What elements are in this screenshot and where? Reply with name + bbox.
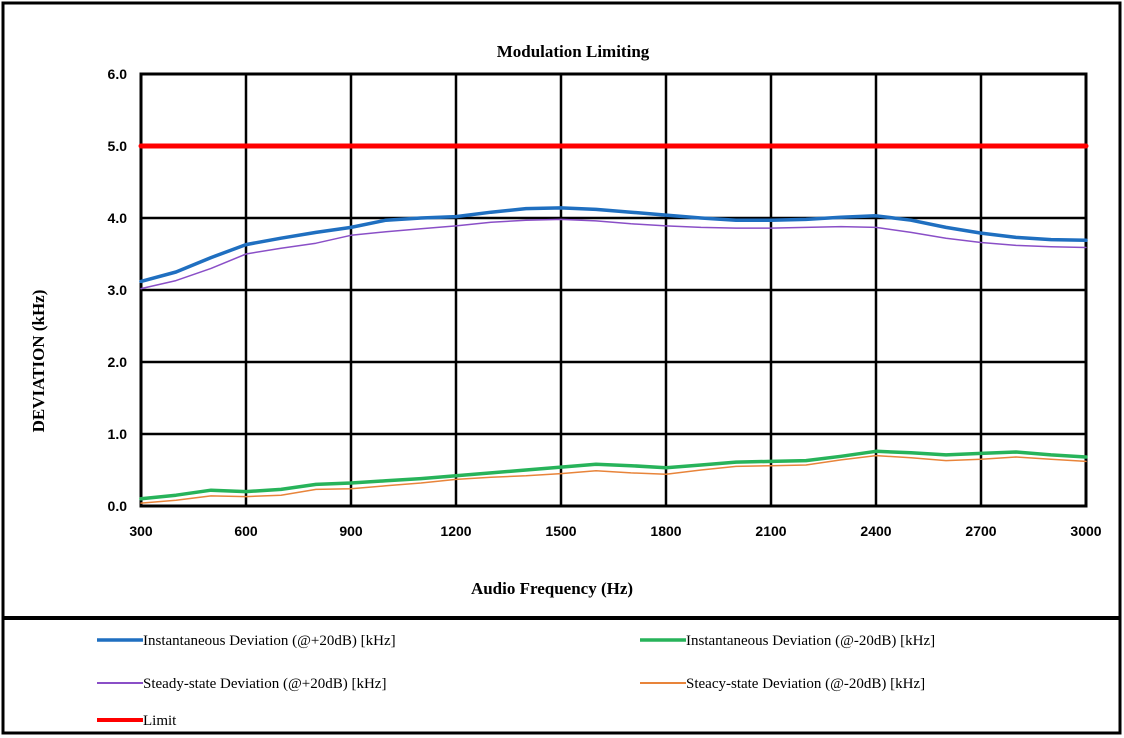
legend-label: Steacy-state Deviation (@-20dB) [kHz] [686,676,925,692]
x-tick-label: 1500 [545,523,576,539]
y-tick-label: 4.0 [108,210,128,226]
x-tick-label: 2100 [755,523,786,539]
legend-item: Limit [97,713,177,729]
series-line [139,449,1088,501]
legend-label: Instantaneous Deviation (@-20dB) [kHz] [686,633,935,649]
y-tick-label: 2.0 [108,354,128,370]
x-axis-label: Audio Frequency (Hz) [471,579,633,598]
y-tick-label: 1.0 [108,426,128,442]
legend-item: Steady-state Deviation (@+20dB) [kHz] [97,676,386,692]
legend-item: Instantaneous Deviation (@-20dB) [kHz] [640,633,935,649]
x-tick-label: 3000 [1070,523,1101,539]
x-tick-label: 300 [129,523,153,539]
legend-label: Steady-state Deviation (@+20dB) [kHz] [143,676,386,692]
y-tick-label: 6.0 [108,66,128,82]
x-tick-label: 900 [339,523,363,539]
x-tick-label: 600 [234,523,258,539]
series-line [139,206,1088,284]
x-tick-label: 2700 [965,523,996,539]
series-line [140,218,1087,290]
legend-item: Steacy-state Deviation (@-20dB) [kHz] [640,676,925,692]
legend-label: Limit [143,713,177,729]
x-tick-label: 1200 [440,523,471,539]
y-tick-label: 0.0 [108,498,128,514]
y-tick-label: 3.0 [108,282,128,298]
legend-item: Instantaneous Deviation (@+20dB) [kHz] [97,633,396,649]
legend-label: Instantaneous Deviation (@+20dB) [kHz] [143,633,396,649]
series-layer [138,143,1089,504]
legend: Instantaneous Deviation (@+20dB) [kHz] In… [97,633,935,729]
y-tick-label: 5.0 [108,138,128,154]
plot-area [139,72,1088,508]
x-tick-label: 1800 [650,523,681,539]
chart-title: Modulation Limiting [497,42,650,61]
tick-labels: 300 600 900 1200 1500 1800 2100 2400 2700 3000 0.0… [108,66,1102,539]
x-tick-label: 2400 [860,523,891,539]
y-axis-label: DEVIATION (kHz) [29,290,48,433]
series-line [140,454,1087,504]
